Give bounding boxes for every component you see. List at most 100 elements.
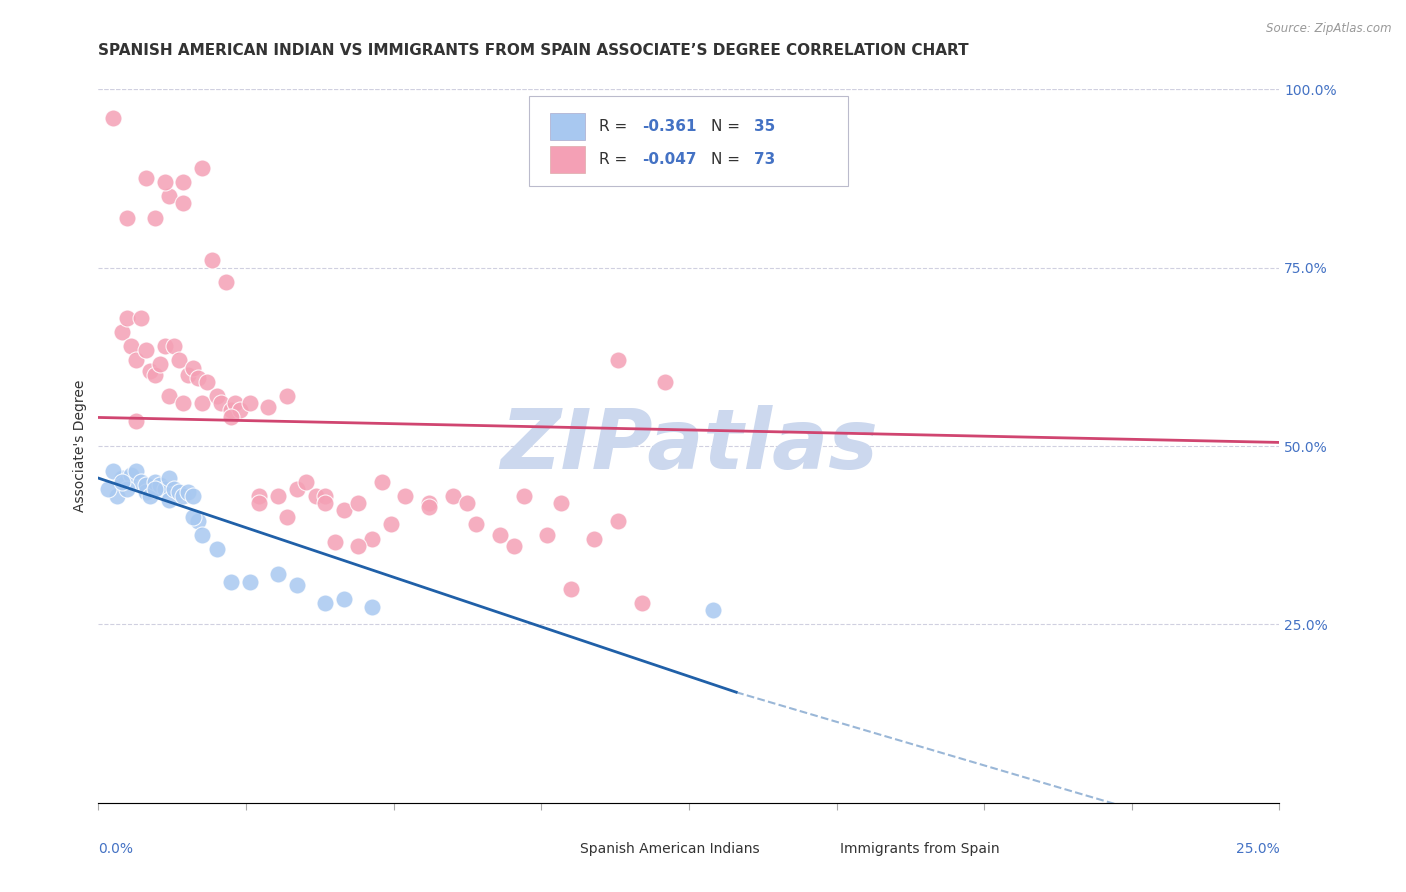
Point [361,532,384,546]
Point [219,410,242,425]
Point [239,396,262,410]
Point [111,475,134,489]
Point [172,396,194,410]
Point [314,496,336,510]
Point [333,503,356,517]
Point [347,496,370,510]
Point [229,403,252,417]
Point [394,489,416,503]
Text: Source: ZipAtlas.com: Source: ZipAtlas.com [1267,22,1392,36]
Point [101,111,124,125]
Point [135,485,157,500]
Bar [807,838,832,860]
Point [172,175,194,189]
Point [125,353,148,368]
Point [149,478,172,492]
Point [583,532,606,546]
Point [172,489,194,503]
Point [323,535,346,549]
Point [205,542,228,557]
Point [191,396,214,410]
Point [536,528,558,542]
Point [121,467,143,482]
Point [219,403,242,417]
Bar [547,838,574,860]
Point [105,489,128,503]
Point [143,211,166,225]
Point [157,189,180,203]
Bar [550,112,585,140]
Point [257,400,280,414]
Point [371,475,394,489]
Point [153,175,176,189]
Text: 25.0%: 25.0% [1236,842,1279,856]
Point [177,485,200,500]
Point [347,539,370,553]
Point [115,310,138,325]
Point [441,489,464,503]
Point [135,343,157,357]
Text: 73: 73 [754,153,775,168]
Point [607,353,630,368]
Y-axis label: Associate's Degree: Associate's Degree [73,380,87,512]
Point [195,375,218,389]
Point [215,275,238,289]
Point [456,496,478,510]
Point [125,414,148,428]
Point [276,389,298,403]
Point [630,596,652,610]
Point [181,360,204,375]
Text: Immigrants from Spain: Immigrants from Spain [841,842,1000,856]
Point [380,517,402,532]
Point [489,528,512,542]
Text: 0.0%: 0.0% [98,842,134,856]
Point [163,339,186,353]
Point [276,510,298,524]
Point [157,389,180,403]
Point [267,489,290,503]
Point [187,514,209,528]
Point [115,211,138,225]
Point [167,353,190,368]
Text: -0.361: -0.361 [641,119,696,134]
Point [607,514,630,528]
Point [97,482,120,496]
Point [305,489,328,503]
Point [149,357,172,371]
Point [167,485,190,500]
Point [224,396,246,410]
Point [177,368,200,382]
Point [247,496,270,510]
Point [172,196,194,211]
Point [143,482,166,496]
Point [129,310,152,325]
Text: Spanish American Indians: Spanish American Indians [581,842,759,856]
Point [139,364,162,378]
Point [139,489,162,503]
Point [135,171,157,186]
Point [111,325,134,339]
Point [295,475,318,489]
Text: -0.047: -0.047 [641,153,696,168]
Text: R =: R = [599,153,633,168]
Point [157,492,180,507]
Point [512,489,534,503]
Point [418,496,440,510]
Point [191,528,214,542]
Point [181,510,204,524]
Point [654,375,676,389]
Point [201,253,224,268]
Point [503,539,526,553]
Point [101,464,124,478]
Point [418,500,440,514]
Point [314,596,336,610]
Point [115,482,138,496]
Point [247,489,270,503]
Point [163,482,186,496]
Point [187,371,209,385]
Point [153,339,176,353]
Point [239,574,262,589]
Point [209,396,232,410]
Text: ZIPatlas: ZIPatlas [501,406,877,486]
Point [702,603,724,617]
